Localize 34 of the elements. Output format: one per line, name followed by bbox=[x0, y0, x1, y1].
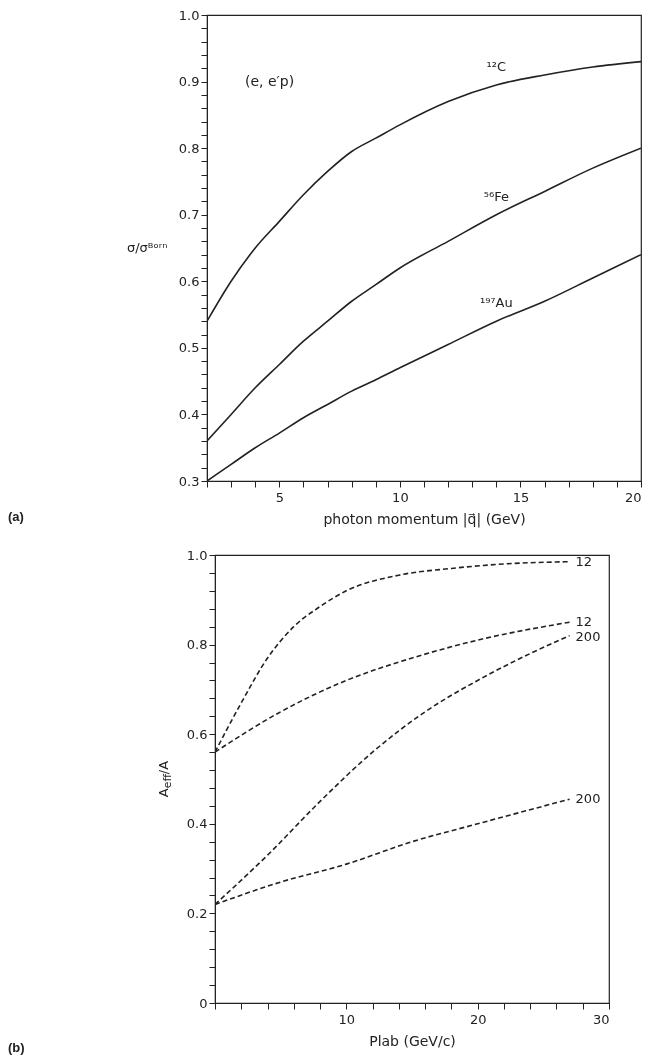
series-label: ¹²C bbox=[486, 58, 507, 74]
y-axis-title: σ/σᴮᵒʳⁿ bbox=[127, 240, 168, 255]
series-label: 200 bbox=[575, 629, 601, 645]
x-axis-title: photon momentum |q⃗| (GeV) bbox=[323, 510, 526, 528]
series-label: 12 bbox=[575, 553, 593, 569]
y-tick-label: 0.5 bbox=[178, 340, 200, 356]
text: (a) bbox=[8, 509, 24, 524]
series-label: 200 bbox=[575, 791, 601, 807]
y-tick-label: 0.3 bbox=[178, 473, 200, 489]
y-tick-label: 0.4 bbox=[186, 816, 208, 832]
x-tick-label: 10 bbox=[392, 489, 409, 505]
x-tick-label: 15 bbox=[512, 489, 530, 505]
x-tick-label: 20 bbox=[469, 1011, 487, 1027]
series-label: 12 bbox=[575, 614, 593, 630]
y-tick-label: 0.9 bbox=[178, 74, 200, 90]
y-tick-label: 0 bbox=[199, 995, 208, 1011]
annotation: (e, e′p) bbox=[245, 73, 295, 89]
y-tick-label: 1.0 bbox=[186, 547, 208, 563]
y-tick-label: 0.8 bbox=[178, 140, 200, 156]
x-tick-label: 5 bbox=[275, 489, 284, 505]
series-label: ¹⁹⁷Au bbox=[479, 295, 513, 311]
y-tick-label: 0.8 bbox=[186, 637, 208, 653]
y-tick-label: 0.6 bbox=[178, 273, 200, 289]
y-tick-label: 0.7 bbox=[178, 207, 200, 223]
x-tick-label: 10 bbox=[338, 1011, 356, 1027]
x-tick-label: 30 bbox=[592, 1011, 610, 1027]
y-tick-label: 0.4 bbox=[178, 406, 200, 422]
text: (b) bbox=[8, 1040, 25, 1055]
x-tick-label: 20 bbox=[624, 489, 642, 505]
y-tick-label: 1.0 bbox=[178, 7, 200, 23]
x-axis-title: Plab (GeV/c) bbox=[369, 1032, 456, 1049]
y-tick-label: 0.2 bbox=[186, 905, 208, 921]
y-tick-label: 0.6 bbox=[186, 726, 208, 742]
series-label: ⁵⁶Fe bbox=[483, 188, 509, 204]
